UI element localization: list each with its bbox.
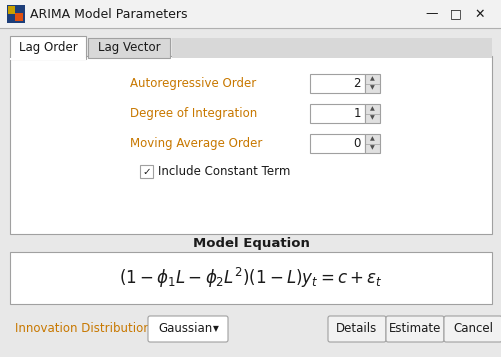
FancyBboxPatch shape [310,104,364,123]
FancyBboxPatch shape [385,316,443,342]
Text: Lag Order: Lag Order [19,40,77,54]
FancyBboxPatch shape [0,28,501,357]
Text: Estimate: Estimate [388,322,440,336]
FancyBboxPatch shape [10,56,491,234]
FancyBboxPatch shape [327,316,385,342]
Bar [15,13,23,21]
FancyBboxPatch shape [0,0,501,28]
Text: —: — [425,7,437,20]
Text: Moving Average Order: Moving Average Order [130,137,262,150]
FancyBboxPatch shape [148,316,227,342]
Text: 0: 0 [353,137,360,150]
Text: Model Equation: Model Equation [192,237,309,251]
Text: Innovation Distribution: Innovation Distribution [15,322,150,336]
Text: ▲: ▲ [369,136,374,141]
Text: ARIMA Model Parameters: ARIMA Model Parameters [30,7,187,20]
FancyBboxPatch shape [310,134,364,153]
FancyBboxPatch shape [172,38,491,58]
Text: □: □ [449,7,461,20]
FancyBboxPatch shape [364,74,379,93]
FancyBboxPatch shape [310,74,364,93]
Text: 2: 2 [353,77,360,90]
Bar [7,5,25,23]
FancyBboxPatch shape [10,252,491,304]
FancyBboxPatch shape [10,36,86,59]
Text: ▲: ▲ [369,76,374,81]
Text: $(1 - \phi_1 L - \phi_2 L^2)(1 - L)y_t = c + \varepsilon_t$: $(1 - \phi_1 L - \phi_2 L^2)(1 - L)y_t =… [119,266,382,290]
FancyBboxPatch shape [443,316,501,342]
Bar [8,6,15,14]
Text: Autoregressive Order: Autoregressive Order [130,77,256,90]
Text: ▼: ▼ [369,86,374,91]
Text: ▲: ▲ [369,106,374,111]
Text: 1: 1 [353,107,360,120]
Text: Cancel: Cancel [452,322,492,336]
FancyBboxPatch shape [364,134,379,153]
Text: ▼: ▼ [369,116,374,121]
FancyBboxPatch shape [140,165,153,178]
Text: ✓: ✓ [142,166,151,176]
Text: Details: Details [336,322,377,336]
Text: Gaussian: Gaussian [158,322,212,336]
Text: ▼: ▼ [369,146,374,151]
Text: ✕: ✕ [474,7,484,20]
Text: Lag Vector: Lag Vector [98,41,160,55]
FancyBboxPatch shape [88,38,170,58]
Text: Degree of Integration: Degree of Integration [130,107,257,120]
Text: ▼: ▼ [212,325,218,333]
Text: Include Constant Term: Include Constant Term [158,165,290,178]
FancyBboxPatch shape [364,104,379,123]
